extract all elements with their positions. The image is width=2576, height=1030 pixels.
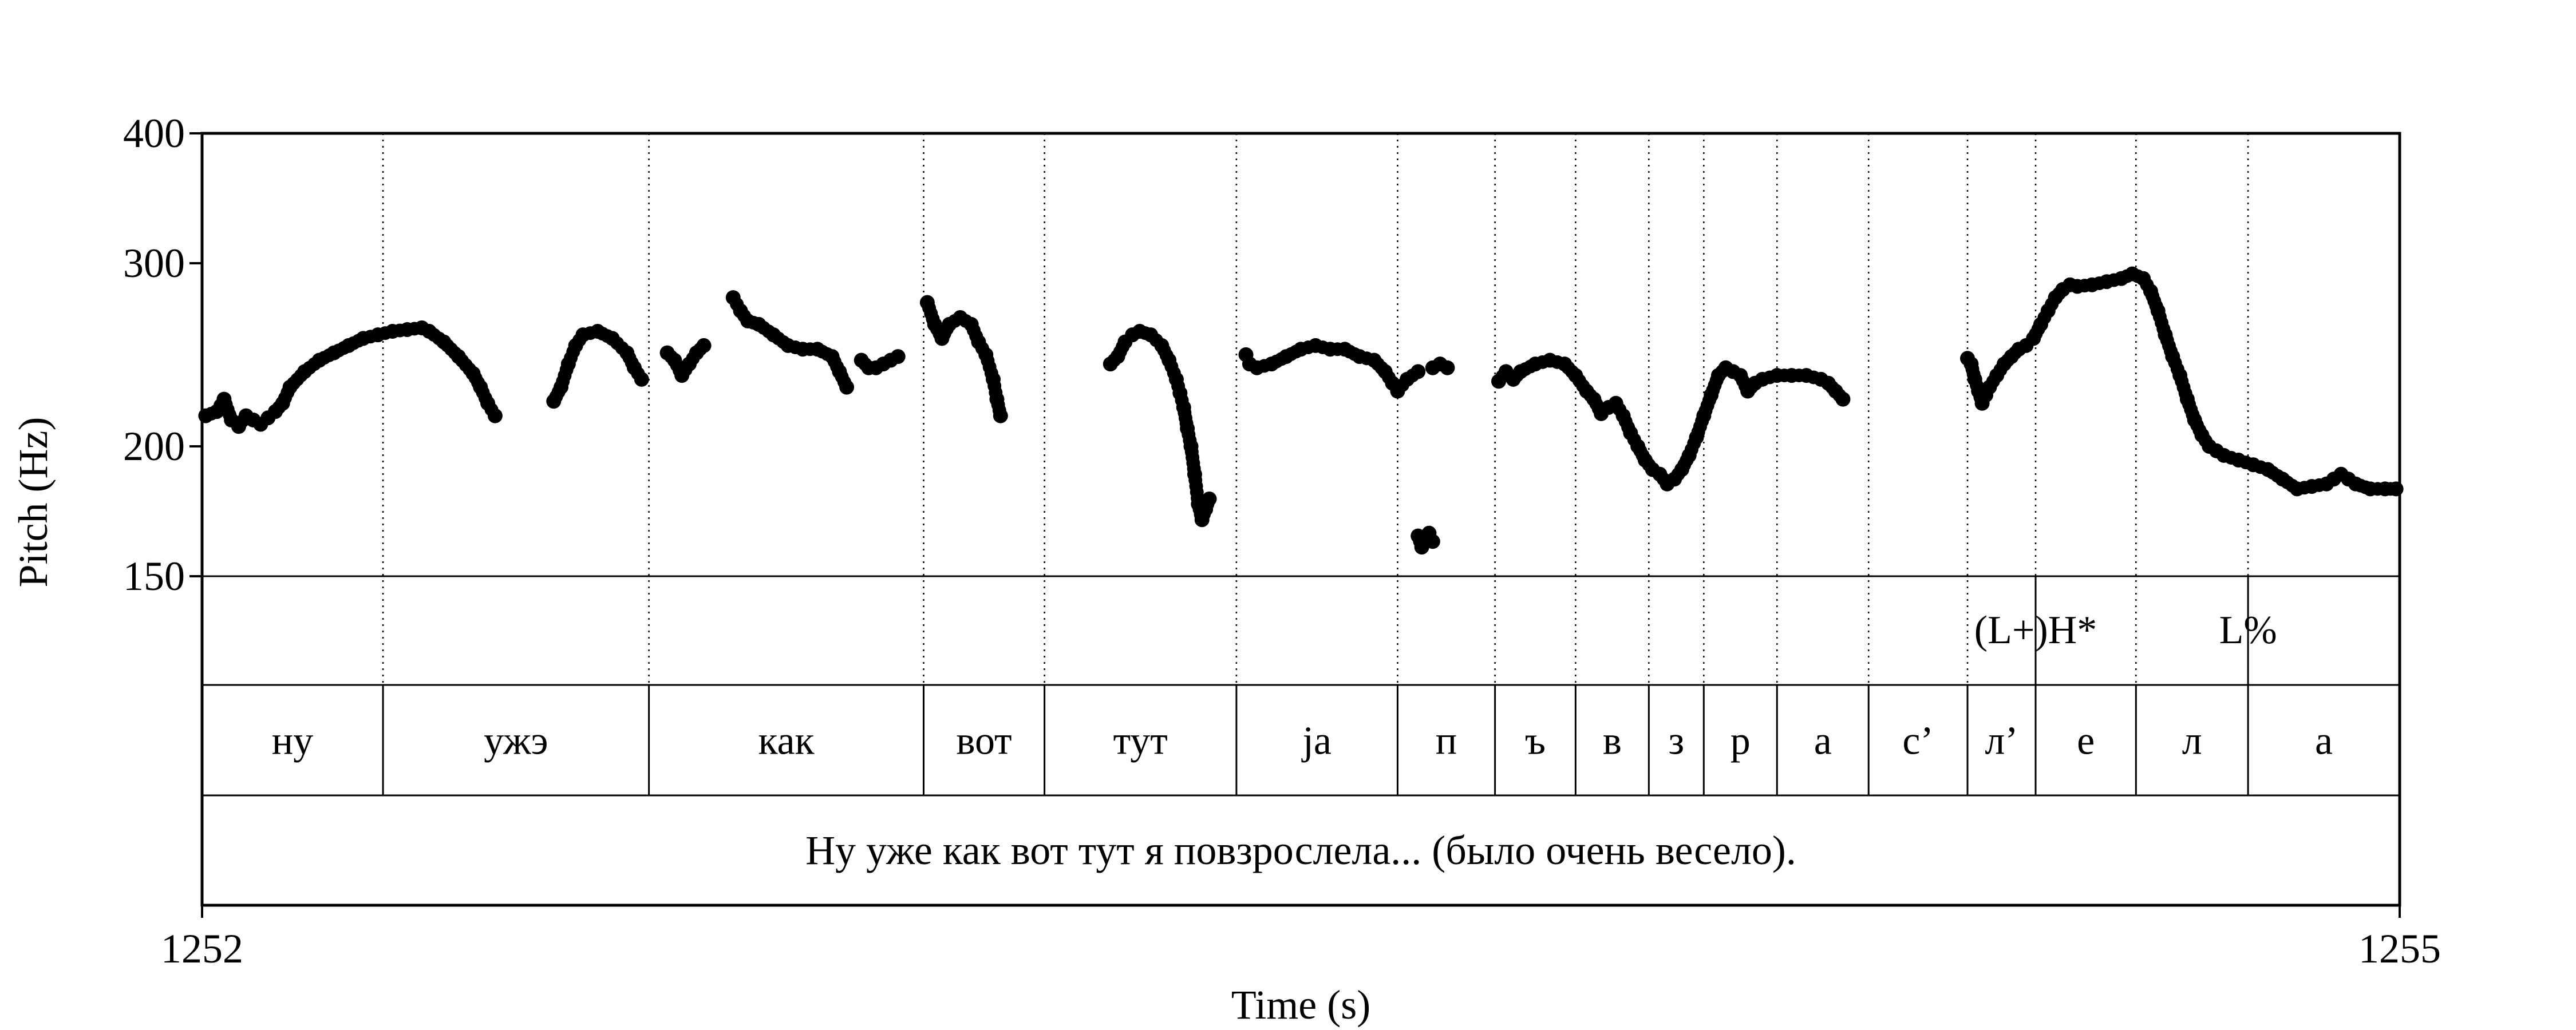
- y-axis-title: Pitch (Hz): [10, 417, 56, 588]
- segment-label: е: [2077, 719, 2095, 763]
- y-tick-label: 200: [123, 423, 185, 469]
- segment-label: р: [1730, 719, 1751, 763]
- pitch-point: [1835, 391, 1851, 407]
- segment-label: а: [2315, 719, 2333, 763]
- pitch-point: [696, 338, 712, 353]
- sentence-label: Ну уже как вот тут я повзрослела... (был…: [805, 827, 1796, 873]
- segment-label: з: [1669, 719, 1685, 763]
- tone-label: (L+)H*: [1974, 608, 2097, 652]
- segment-label: ну: [272, 719, 313, 763]
- segment-label: с’: [1902, 719, 1933, 763]
- x-axis-title: Time (s): [1231, 982, 1370, 1028]
- pitch-points-layer: [198, 266, 2404, 555]
- plot-frame: [200, 132, 2401, 907]
- segment-label: ъ: [1525, 719, 1546, 763]
- pitch-point: [1202, 491, 1217, 506]
- segment-label: тут: [1113, 719, 1168, 763]
- segment-tier: ну ужэ как вот тут ja п ъ в з р а с’ л’ е л а: [272, 685, 2333, 795]
- pitch-point: [634, 371, 649, 387]
- y-tick-label: 300: [123, 240, 185, 286]
- segment-label: л’: [1985, 719, 2018, 763]
- segment-label: л: [2182, 719, 2202, 763]
- segment-label: ja: [1301, 719, 1332, 763]
- pitch-point: [487, 408, 503, 423]
- segment-label: ужэ: [484, 719, 548, 763]
- pitch-point: [1411, 364, 1426, 379]
- interval-boundary-layer: [382, 133, 2249, 685]
- pitch-point: [1425, 534, 1440, 549]
- pitch-point: [890, 349, 906, 365]
- segment-label: в: [1603, 719, 1622, 763]
- pitch-point: [2388, 481, 2404, 497]
- x-tick-label: 1255: [2358, 926, 2441, 972]
- y-tick-label: 400: [123, 110, 185, 156]
- axis-tick-layer: 400 300 200 150 1252 1255: [123, 110, 2441, 972]
- tone-label: L%: [2219, 608, 2277, 652]
- tone-tier: (L+)H* L%: [1974, 576, 2277, 685]
- segment-label: а: [1814, 719, 1832, 763]
- segment-label: как: [758, 719, 815, 763]
- segment-label: п: [1436, 719, 1457, 763]
- x-tick-label: 1252: [161, 926, 243, 972]
- y-tick-label: 150: [123, 553, 185, 599]
- pitch-point: [993, 408, 1008, 423]
- pitch-point: [839, 379, 855, 395]
- tier-divider-layer: [202, 575, 2400, 797]
- pitch-point: [1440, 360, 1455, 375]
- segment-label: вот: [956, 719, 1012, 763]
